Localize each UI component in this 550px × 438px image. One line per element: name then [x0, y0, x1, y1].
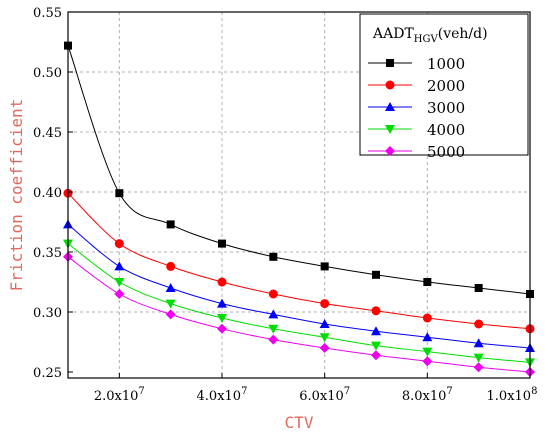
- data-point-3000: [473, 338, 484, 348]
- y-tick-label: 0.45: [33, 126, 62, 141]
- y-tick-label: 0.25: [33, 366, 62, 381]
- data-point-5000: [114, 289, 125, 299]
- data-point-1000: [166, 220, 175, 229]
- axis-ticks: 0.25 0.30 0.35 0.40 0.45 0.50 0.55 2.0x107 4.0x1…: [33, 6, 537, 404]
- data-point-2000: [114, 239, 124, 249]
- data-point-1000: [423, 278, 432, 286]
- series-line-4000: [67, 243, 531, 363]
- legend-label-5000: 5000: [427, 143, 465, 161]
- data-point-5000: [319, 343, 330, 353]
- data-point-2000: [474, 319, 484, 329]
- series-line-3000: [67, 224, 531, 349]
- data-point-2000: [371, 306, 381, 316]
- x-axis-title: CTV: [285, 413, 314, 432]
- data-point-4000: [165, 299, 176, 309]
- data-point-3000: [319, 319, 330, 328]
- data-point-3000: [217, 298, 227, 308]
- y-tick-label: 0.35: [33, 246, 62, 261]
- x-tick-label: 1.0x108: [487, 386, 538, 404]
- data-point-5000: [422, 356, 433, 367]
- x-tick-label: 4.0x107: [197, 386, 248, 404]
- y-tick-label: 0.50: [33, 66, 62, 81]
- data-point-3000: [114, 261, 125, 271]
- series-line-2000: [67, 192, 531, 330]
- y-tick-label: 0.30: [33, 306, 62, 321]
- data-point-2000: [166, 261, 176, 271]
- data-point-4000: [114, 278, 125, 287]
- data-point-5000: [217, 323, 227, 334]
- data-point-1000: [269, 252, 278, 261]
- data-point-1000: [372, 270, 380, 279]
- data-point-1000: [474, 284, 483, 292]
- legend-title-unit: (veh/d): [438, 26, 488, 42]
- data-point-5000: [165, 309, 176, 320]
- data-point-1000: [218, 239, 226, 248]
- data-point-3000: [371, 326, 381, 336]
- legend-label-1000: 1000: [427, 55, 465, 73]
- data-point-5000: [268, 334, 279, 345]
- data-point-2000: [217, 277, 227, 287]
- legend-label-4000: 4000: [427, 121, 465, 139]
- data-point-2000: [320, 299, 330, 309]
- data-point-5000: [371, 350, 381, 361]
- data-point-4000: [319, 333, 330, 343]
- legend-marker-4000: [385, 125, 395, 134]
- legend-title-main: AADT: [372, 26, 414, 42]
- data-point-4000: [268, 324, 279, 334]
- legend-marker-3000: [385, 102, 395, 111]
- data-point-2000: [422, 313, 432, 323]
- x-tick-label: 2.0x107: [94, 386, 145, 404]
- data-point-3000: [422, 332, 433, 342]
- data-point-1000: [320, 262, 329, 271]
- data-point-2000: [268, 289, 278, 299]
- y-axis-title: Friction coefficient: [7, 99, 26, 292]
- legend-label-3000: 3000: [427, 99, 465, 117]
- legend-title-sub: HGV: [414, 34, 439, 45]
- x-tick-label: 8.0x107: [402, 386, 453, 404]
- legend-marker-5000: [385, 146, 395, 156]
- x-tick-label: 6.0x107: [299, 386, 350, 404]
- legend-marker-2000: [385, 80, 395, 90]
- data-point-3000: [268, 309, 279, 319]
- data-point-1000: [115, 189, 124, 198]
- data-point-4000: [422, 347, 433, 357]
- legend-title: AADTHGV(veh/d): [372, 26, 488, 45]
- legend-items: 1000 2000 3000 4000 5000: [368, 55, 465, 161]
- legend-marker-1000: [386, 59, 394, 67]
- data-point-4000: [473, 353, 484, 363]
- data-point-5000: [473, 362, 484, 373]
- series-line-5000: [67, 256, 531, 373]
- data-point-4000: [217, 314, 227, 323]
- legend: AADTHGV(veh/d) 1000 2000 3000 4000 5000: [359, 13, 529, 161]
- plot-frame: [67, 11, 531, 379]
- legend-label-2000: 2000: [427, 77, 465, 95]
- data-point-4000: [371, 341, 381, 351]
- data-point-3000: [165, 283, 176, 292]
- y-tick-label: 0.55: [33, 6, 62, 21]
- y-tick-label: 0.40: [33, 186, 62, 201]
